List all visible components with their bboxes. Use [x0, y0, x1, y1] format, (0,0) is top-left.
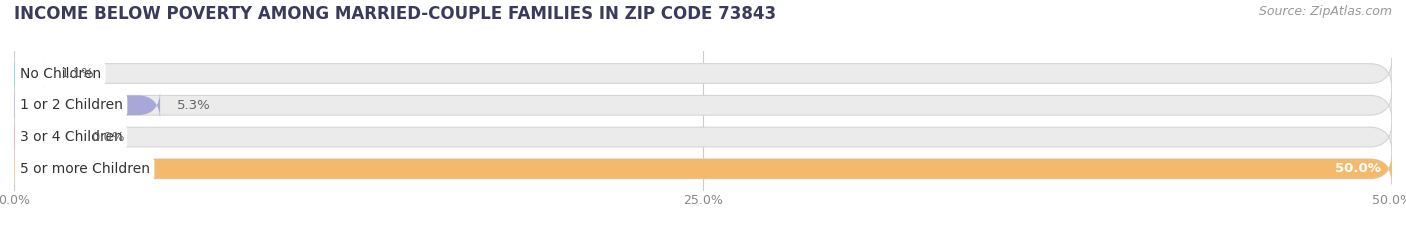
- Text: INCOME BELOW POVERTY AMONG MARRIED-COUPLE FAMILIES IN ZIP CODE 73843: INCOME BELOW POVERTY AMONG MARRIED-COUPL…: [14, 5, 776, 23]
- Text: Source: ZipAtlas.com: Source: ZipAtlas.com: [1258, 5, 1392, 18]
- FancyBboxPatch shape: [14, 90, 160, 121]
- FancyBboxPatch shape: [14, 58, 1392, 89]
- Text: 5.3%: 5.3%: [177, 99, 211, 112]
- FancyBboxPatch shape: [14, 153, 1392, 184]
- FancyBboxPatch shape: [14, 121, 1392, 153]
- Text: 1.1%: 1.1%: [60, 67, 94, 80]
- Text: 3 or 4 Children: 3 or 4 Children: [20, 130, 122, 144]
- FancyBboxPatch shape: [14, 153, 1392, 184]
- Text: 5 or more Children: 5 or more Children: [20, 162, 149, 176]
- FancyBboxPatch shape: [14, 58, 45, 89]
- Text: 0.0%: 0.0%: [91, 130, 125, 144]
- Text: 50.0%: 50.0%: [1336, 162, 1381, 175]
- Text: 1 or 2 Children: 1 or 2 Children: [20, 98, 122, 112]
- FancyBboxPatch shape: [14, 90, 1392, 121]
- FancyBboxPatch shape: [14, 121, 75, 153]
- Text: No Children: No Children: [20, 66, 101, 80]
